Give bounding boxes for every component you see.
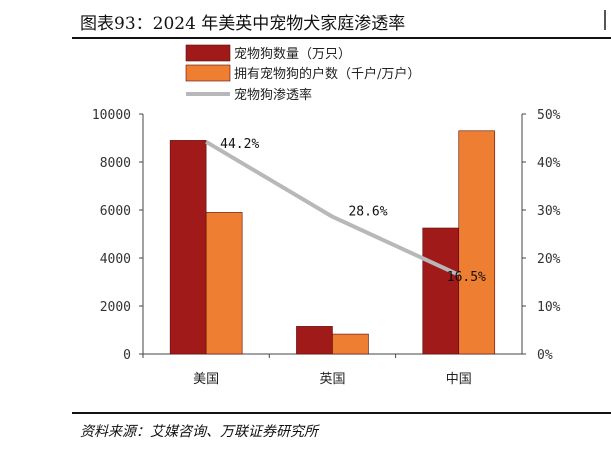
legend-label: 宠物狗数量（万只） — [234, 46, 351, 62]
y-right-tick-label: 30% — [537, 204, 561, 219]
legend-label: 宠物狗渗透率 — [234, 87, 312, 103]
y-left-tick-label: 8000 — [100, 156, 131, 171]
category-label: 中国 — [446, 372, 472, 387]
y-right-tick-label: 50% — [537, 108, 561, 123]
y-right-tick-label: 0% — [537, 348, 553, 363]
source-note: 资料来源：艾媒咨询、万联证券研究所 — [80, 424, 318, 440]
chart-title: 图表93：2024 年美英中宠物犬家庭渗透率 — [80, 14, 406, 34]
data-label: 28.6% — [348, 205, 387, 220]
bar-2 — [332, 333, 369, 355]
line-series — [205, 140, 460, 277]
edge-mark — [604, 10, 606, 30]
bar-2 — [205, 212, 243, 355]
legend-swatch — [185, 44, 231, 62]
title-rule — [72, 37, 611, 39]
category-label: 美国 — [193, 372, 219, 387]
y-left-tick-label: 10000 — [92, 108, 131, 123]
bar-2 — [458, 130, 496, 355]
y-right-tick-label: 20% — [537, 252, 561, 267]
category-label: 英国 — [319, 372, 345, 387]
y-left-tick-label: 6000 — [100, 204, 131, 219]
bar-1 — [422, 227, 460, 355]
data-label: 16.5% — [447, 270, 486, 285]
source-rule — [72, 412, 611, 414]
bar-1 — [296, 326, 333, 355]
y-right-tick-label: 40% — [537, 156, 561, 171]
data-label: 44.2% — [220, 137, 259, 152]
legend-swatch — [185, 64, 231, 82]
y-left-tick-label: 0 — [123, 348, 131, 363]
legend-label: 拥有宠物狗的户数（千户/万户） — [234, 66, 420, 82]
y-left-tick-label: 4000 — [100, 252, 131, 267]
y-left-tick-label: 2000 — [100, 300, 131, 315]
bar-1 — [169, 140, 207, 355]
y-right-tick-label: 10% — [537, 300, 561, 315]
